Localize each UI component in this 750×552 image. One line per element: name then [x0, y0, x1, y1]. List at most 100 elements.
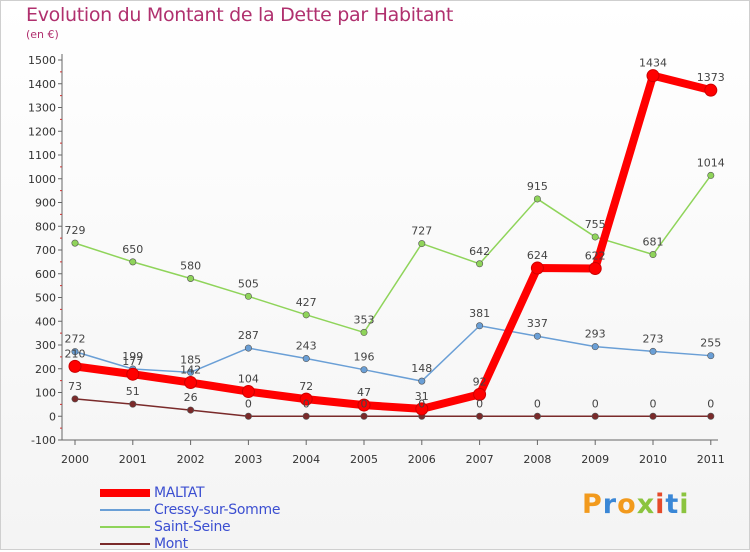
y-tick-label: -100 [31, 434, 56, 447]
data-point [360, 328, 368, 336]
data-point [244, 344, 252, 352]
data-point [530, 261, 544, 275]
data-label: 0 [534, 397, 541, 410]
y-tick-label: 200 [35, 363, 56, 376]
y-tick-label: 1300 [28, 102, 56, 115]
data-point [591, 343, 599, 351]
legend-item: Saint-Seine [100, 518, 280, 535]
data-point [646, 69, 660, 83]
x-tick-label: 2001 [119, 453, 147, 466]
data-point [184, 376, 198, 390]
data-label: 185 [180, 353, 201, 366]
proxiti-logo: Proxiti [582, 489, 690, 520]
data-label: 243 [296, 340, 317, 353]
data-point [533, 412, 541, 420]
data-label: 199 [122, 350, 143, 363]
logo-letter: x [636, 489, 656, 520]
x-tick-label: 2010 [639, 453, 667, 466]
data-point [649, 251, 657, 259]
data-point [473, 387, 487, 401]
data-point [707, 171, 715, 179]
x-tick-label: 2009 [581, 453, 609, 466]
data-point [649, 412, 657, 420]
data-label: 0 [418, 397, 425, 410]
data-point [129, 258, 137, 266]
data-point [707, 412, 715, 420]
data-point [591, 412, 599, 420]
data-label: 729 [65, 224, 86, 237]
data-point [704, 83, 718, 97]
data-label: 293 [585, 328, 606, 341]
data-point [241, 385, 255, 399]
data-point [649, 347, 657, 355]
x-tick-label: 2007 [466, 453, 494, 466]
y-tick-label: 700 [35, 244, 56, 257]
data-label: 47 [357, 386, 371, 399]
data-point [129, 400, 137, 408]
data-point [302, 311, 310, 319]
data-label: 0 [303, 397, 310, 410]
data-point [707, 352, 715, 360]
data-label: 142 [180, 364, 201, 377]
logo-letter: P [582, 489, 603, 520]
x-tick-label: 2011 [697, 453, 725, 466]
y-tick-label: 0 [49, 410, 56, 423]
data-point [588, 262, 602, 276]
data-label: 273 [643, 332, 664, 345]
data-label: 755 [585, 218, 606, 231]
data-label: 1373 [697, 71, 725, 84]
x-tick-label: 2002 [177, 453, 205, 466]
x-tick-label: 2000 [61, 453, 89, 466]
data-point [71, 395, 79, 403]
data-label: 73 [68, 380, 82, 393]
data-point [360, 412, 368, 420]
data-label: 0 [476, 397, 483, 410]
data-point [360, 366, 368, 374]
data-label: 0 [650, 397, 657, 410]
data-point [244, 412, 252, 420]
data-point [415, 402, 429, 416]
data-point [302, 412, 310, 420]
data-label: 51 [126, 385, 140, 398]
data-label: 727 [411, 225, 432, 238]
data-label: 0 [707, 397, 714, 410]
data-label: 505 [238, 277, 259, 290]
legend-item: Mont [100, 535, 280, 552]
data-label: 148 [411, 362, 432, 375]
legend-item: Cressy-sur-Somme [100, 501, 280, 518]
x-tick-label: 2004 [292, 453, 320, 466]
y-tick-label: 900 [35, 197, 56, 210]
data-label: 681 [643, 236, 664, 249]
data-point [302, 355, 310, 363]
logo-letter: t [665, 489, 680, 520]
logo-letter: o [617, 489, 637, 520]
data-label: 915 [527, 180, 548, 193]
chart-title: Evolution du Montant de la Dette par Hab… [26, 4, 454, 26]
data-point [299, 392, 313, 406]
data-label: 272 [65, 333, 86, 346]
y-tick-label: 300 [35, 339, 56, 352]
legend-swatch [100, 508, 150, 511]
data-point [187, 368, 195, 376]
data-label: 26 [184, 391, 198, 404]
data-point [126, 367, 140, 381]
data-label: 580 [180, 260, 201, 273]
x-tick-label: 2008 [523, 453, 551, 466]
logo-letter: i [679, 489, 690, 520]
data-point [418, 377, 426, 385]
y-tick-label: 1200 [28, 125, 56, 138]
x-tick-label: 2003 [234, 453, 262, 466]
y-tick-label: 600 [35, 268, 56, 281]
unit-label: (en €) [26, 28, 59, 41]
data-label: 177 [122, 355, 143, 368]
series-line [74, 325, 712, 382]
data-point [591, 233, 599, 241]
legend: MALTAT Cressy-sur-Somme Saint-Seine Mont [100, 484, 280, 552]
legend-label: Cressy-sur-Somme [154, 501, 281, 518]
data-point [71, 239, 79, 247]
series-line [74, 398, 712, 417]
x-tick-label: 2005 [350, 453, 378, 466]
data-label: 196 [354, 351, 375, 364]
y-tick-label: 1000 [28, 173, 56, 186]
